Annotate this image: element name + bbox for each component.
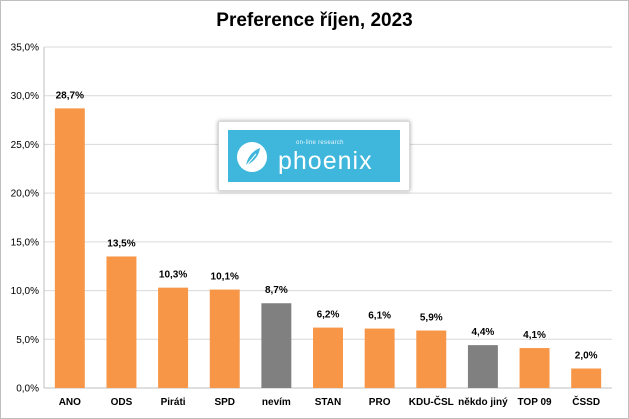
data-label: 2,0% — [575, 351, 598, 362]
y-tick-label: 25,0% — [11, 140, 39, 151]
x-tick-label: nevím — [262, 397, 291, 408]
y-tick-label: 20,0% — [11, 189, 39, 200]
x-tick-label: STAN — [315, 397, 341, 408]
x-tick-label: ČSSD — [572, 395, 600, 408]
data-label: 6,2% — [317, 310, 340, 321]
logo-background: on-line research phoenix — [228, 130, 400, 182]
bar — [571, 368, 602, 388]
data-label: 8,7% — [265, 285, 288, 296]
bar — [54, 108, 85, 388]
x-tick-label: někdo jiný — [458, 397, 508, 408]
bar — [209, 289, 240, 388]
data-label: 13,5% — [107, 238, 135, 249]
bar — [467, 345, 498, 388]
x-tick-label: ODS — [111, 397, 133, 408]
y-tick-label: 10,0% — [11, 286, 39, 297]
y-tick-label: 0,0% — [16, 384, 39, 395]
bar — [519, 348, 550, 388]
data-label: 4,4% — [472, 327, 495, 338]
logo-wordmark: phoenix — [278, 147, 373, 175]
data-label: 28,7% — [56, 90, 84, 101]
data-label: 10,3% — [159, 270, 187, 281]
bar — [416, 330, 447, 388]
data-label: 4,1% — [523, 330, 546, 341]
data-label: 6,1% — [368, 311, 391, 322]
x-tick-label: TOP 09 — [517, 397, 552, 408]
x-tick-label: PRO — [369, 397, 391, 408]
bar — [313, 327, 343, 388]
logo-tagline: on-line research — [296, 140, 344, 146]
y-tick-label: 30,0% — [11, 91, 39, 102]
feather-icon — [245, 148, 260, 167]
bar — [261, 303, 292, 388]
x-tick-label: SPD — [214, 397, 235, 408]
phoenix-logo: on-line research phoenix — [218, 121, 410, 191]
x-tick-label: ANO — [59, 397, 81, 408]
y-tick-label: 35,0% — [11, 43, 39, 54]
y-tick-label: 5,0% — [16, 335, 39, 346]
bar — [106, 256, 137, 388]
data-label: 5,9% — [420, 313, 443, 324]
bar — [364, 328, 395, 388]
data-label: 10,1% — [211, 272, 239, 283]
bar — [158, 287, 189, 388]
y-tick-label: 15,0% — [11, 237, 39, 248]
x-tick-label: KDU-ČSL — [409, 395, 454, 408]
chart-title: Preference říjen, 2023 — [216, 10, 413, 31]
x-tick-label: Piráti — [161, 397, 186, 408]
